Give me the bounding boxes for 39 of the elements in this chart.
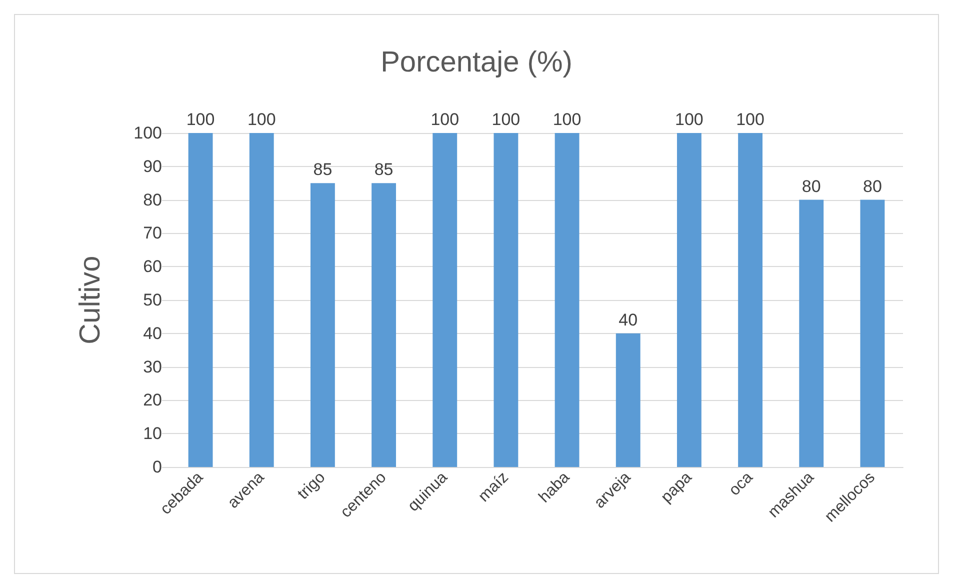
data-label: 100: [552, 110, 582, 129]
bar: [799, 200, 824, 467]
bar: [372, 183, 396, 467]
bar: [616, 333, 640, 467]
x-tick-label: oca: [726, 468, 756, 500]
data-label: 85: [374, 160, 394, 180]
y-tick-label: 90: [143, 156, 162, 176]
bar: [554, 133, 580, 467]
y-tick-label: 20: [143, 390, 162, 410]
bar: [860, 200, 885, 467]
data-label: 100: [430, 110, 460, 129]
data-label: 100: [492, 110, 520, 129]
data-label: 80: [802, 176, 821, 196]
bar: [738, 133, 763, 467]
data-label: 100: [186, 110, 215, 129]
bar: [494, 133, 518, 467]
data-label: 40: [618, 310, 638, 330]
x-tick-label: trigo: [294, 468, 329, 504]
y-tick-label: 0: [152, 458, 162, 476]
bar: [310, 183, 335, 467]
y-tick-label: 40: [143, 324, 162, 343]
y-tick-label: 50: [143, 290, 162, 310]
data-label: 100: [736, 110, 764, 129]
chart-title: Porcentaje (%): [380, 46, 572, 78]
bar: [676, 133, 702, 467]
y-tick-label: 100: [134, 124, 162, 142]
y-tick-label: 70: [143, 224, 162, 243]
data-label: 100: [675, 110, 704, 129]
data-label: 80: [862, 176, 882, 196]
y-tick-label: 30: [143, 357, 162, 376]
y-tick-label: 80: [143, 190, 162, 210]
y-tick-label: 60: [143, 257, 162, 276]
y-tick-label: 10: [143, 424, 162, 444]
bar: [188, 133, 213, 467]
data-label: 85: [313, 160, 332, 180]
bar: [432, 133, 458, 467]
bar: [249, 133, 274, 467]
data-label: 100: [247, 110, 276, 129]
y-axis-title: Cultivo: [74, 256, 106, 344]
